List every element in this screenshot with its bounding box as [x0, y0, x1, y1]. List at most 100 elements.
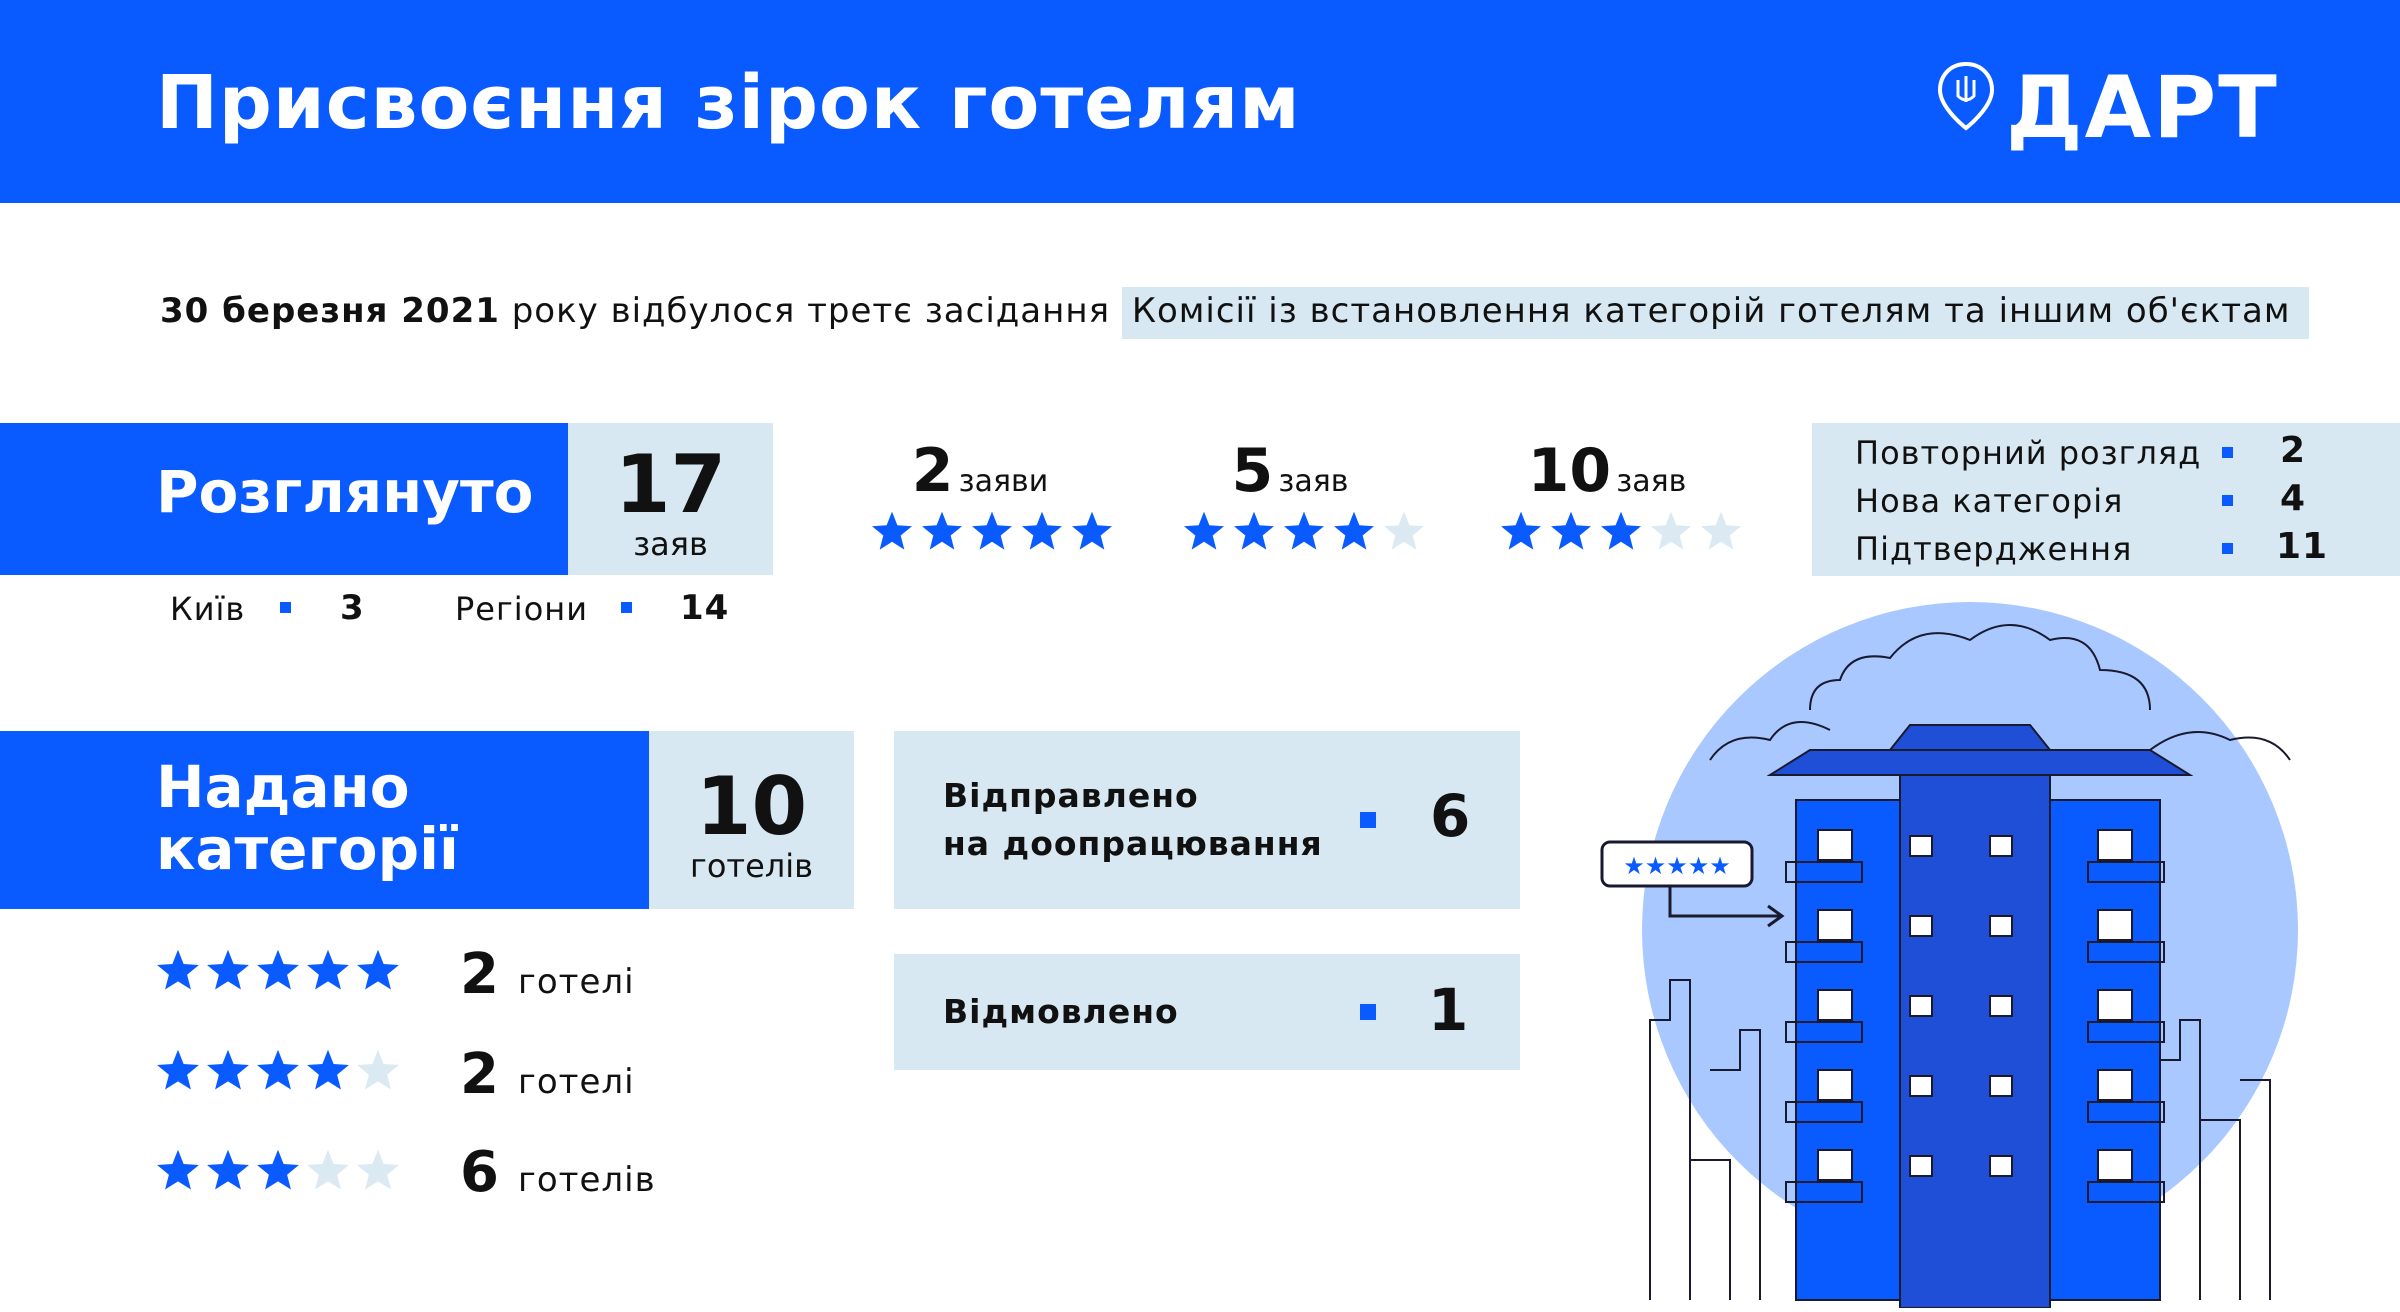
commission-name: Комісії із встановлення категорій готеля… — [1121, 287, 2309, 339]
star-filled-icon — [157, 1149, 199, 1190]
star-filled-icon — [157, 949, 199, 990]
applications-unit: заяв — [1278, 464, 1349, 499]
revision-value: 6 — [1430, 782, 1471, 850]
star-filled-icon — [922, 511, 962, 550]
star-filled-icon — [157, 1049, 199, 1090]
review-types-box — [1812, 423, 2400, 576]
star-filled-icon — [1022, 511, 1062, 550]
review-type-label: Нова категорія — [1855, 482, 2124, 520]
stars-graphic — [1184, 511, 1424, 550]
hotels-count: 2 — [460, 942, 499, 1007]
granted-unit: готелів — [690, 847, 813, 885]
star-filled-icon — [1234, 511, 1274, 550]
star-empty-icon — [357, 1149, 399, 1190]
star-filled-icon — [207, 949, 249, 990]
regions-label: Регіони — [455, 590, 588, 628]
revision-line1: Відправлено — [943, 776, 1199, 815]
bullet — [2222, 543, 2233, 554]
star-empty-icon — [1651, 511, 1691, 550]
stars-graphic — [872, 511, 1112, 550]
star-filled-icon — [257, 1149, 299, 1190]
svg-text:★★★★★: ★★★★★ — [1623, 852, 1731, 880]
applications-unit: заяв — [1616, 464, 1687, 499]
applications-5star: 2 заяви — [870, 436, 1090, 506]
stars-graphic — [157, 1049, 399, 1090]
map-pin-trident-icon — [1937, 61, 1995, 131]
star-filled-icon — [1601, 511, 1641, 550]
star-filled-icon — [1501, 511, 1541, 550]
three-star-rating — [156, 1148, 400, 1196]
star-filled-icon — [207, 1149, 249, 1190]
star-filled-icon — [207, 1049, 249, 1090]
star-empty-icon — [1701, 511, 1741, 550]
star-filled-icon — [307, 949, 349, 990]
review-type-label: Підтвердження — [1855, 530, 2133, 568]
star-empty-icon — [307, 1149, 349, 1190]
five-star-rating — [871, 510, 1113, 552]
stars-graphic — [157, 949, 399, 990]
reviewed-label: Розглянуто — [156, 458, 534, 526]
star-filled-icon — [257, 949, 299, 990]
applications-4star: 5 заяв — [1180, 436, 1400, 506]
applications-count: 5 — [1231, 436, 1274, 506]
star-empty-icon — [1384, 511, 1424, 550]
reviewed-count-box: 17 заяв — [568, 423, 773, 575]
three-star-rating — [1500, 510, 1742, 552]
star-filled-icon — [972, 511, 1012, 550]
star-empty-icon — [357, 1049, 399, 1090]
granted-label-line1: Надано — [156, 753, 410, 821]
applications-3star: 10 заяв — [1497, 436, 1717, 506]
star-filled-icon — [1334, 511, 1374, 550]
review-type-value: 11 — [2276, 526, 2329, 567]
hotels-unit: готелі — [518, 962, 635, 1002]
page-title: Присвоєння зірок готелям — [156, 60, 1301, 146]
intro-text: 30 березня 2021 року відбулося третє зас… — [160, 283, 2309, 339]
granted-label-box — [0, 731, 649, 909]
rejected-label: Відмовлено — [943, 992, 1179, 1031]
hotels-unit: готелів — [518, 1160, 656, 1200]
revision-box — [894, 731, 1520, 909]
applications-count: 10 — [1527, 436, 1612, 506]
bullet — [2222, 447, 2233, 458]
kyiv-value: 3 — [340, 588, 365, 628]
intro-date: 30 березня 2021 — [160, 291, 500, 331]
regions-value: 14 — [680, 588, 730, 628]
revision-label: Відправлено на доопрацювання — [943, 772, 1323, 868]
bullet — [621, 602, 632, 613]
star-filled-icon — [307, 1049, 349, 1090]
star-filled-icon — [1072, 511, 1112, 550]
hotels-count: 6 — [460, 1140, 499, 1205]
applications-unit: заяви — [958, 464, 1049, 499]
review-type-value: 4 — [2280, 478, 2307, 519]
logo-text: ДАРТ — [2006, 58, 2279, 158]
star-filled-icon — [872, 511, 912, 550]
review-type-label: Повторний розгляд — [1855, 434, 2202, 472]
granted-count: 10 — [695, 760, 808, 853]
hotel-illustration: ★★★★★ — [1590, 600, 2310, 1309]
stars-graphic — [157, 1149, 399, 1190]
bullet — [1360, 812, 1376, 828]
star-filled-icon — [357, 949, 399, 990]
rejected-value: 1 — [1428, 976, 1469, 1044]
reviewed-unit: заяв — [633, 525, 708, 563]
bullet — [280, 602, 291, 613]
hotels-count: 2 — [460, 1042, 499, 1107]
four-star-rating — [1183, 510, 1425, 552]
bullet — [1360, 1004, 1376, 1020]
intro-middle: року відбулося третє засідання — [499, 291, 1122, 331]
star-filled-icon — [257, 1049, 299, 1090]
four-star-rating — [156, 1048, 400, 1096]
review-type-value: 2 — [2280, 430, 2307, 471]
kyiv-label: Київ — [170, 590, 246, 628]
hotels-unit: готелі — [518, 1062, 635, 1102]
five-star-rating — [156, 948, 400, 996]
reviewed-label-box — [0, 423, 568, 575]
star-filled-icon — [1551, 511, 1591, 550]
revision-line2: на доопрацювання — [943, 824, 1323, 863]
rejected-box — [894, 954, 1520, 1070]
granted-label-line2: категорії — [156, 815, 459, 883]
granted-count-box: 10 готелів — [649, 731, 854, 909]
granted-label: Надано категорії — [156, 756, 459, 880]
hotel-building-illustration: ★★★★★ — [1600, 602, 2298, 1309]
bullet — [2222, 495, 2233, 506]
